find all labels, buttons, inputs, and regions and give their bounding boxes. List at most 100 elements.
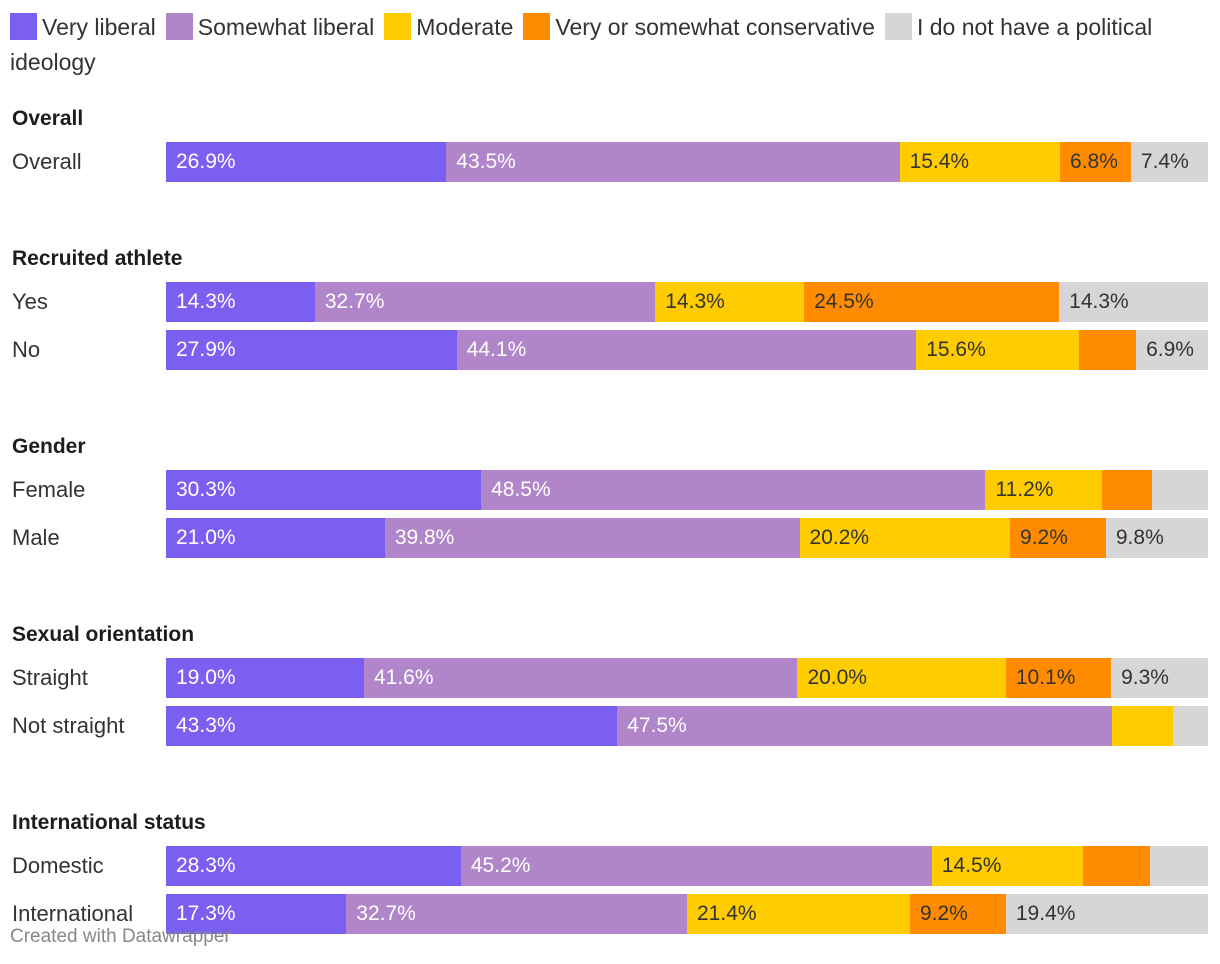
legend-label: Very or somewhat conservative bbox=[555, 14, 875, 40]
data-label: 9.8% bbox=[1115, 526, 1164, 549]
bar-segment bbox=[1082, 846, 1150, 886]
bar-segment bbox=[797, 658, 1006, 698]
bar-segment bbox=[314, 282, 656, 322]
data-label: 7.4% bbox=[1140, 150, 1189, 173]
stacked-bar: 17.3% 32.7% 21.4% 9.2% 19.4% bbox=[166, 894, 1208, 934]
data-label: 32.7% bbox=[324, 290, 385, 313]
data-label: 14.3% bbox=[665, 290, 725, 313]
bar-segment bbox=[166, 706, 618, 746]
bar-segment bbox=[985, 470, 1102, 510]
legend-swatch bbox=[10, 13, 37, 40]
data-label: 6.9% bbox=[1146, 338, 1194, 361]
bar-segment bbox=[363, 658, 798, 698]
group-title: Overall bbox=[12, 107, 84, 130]
bar-segment bbox=[916, 330, 1079, 370]
bar-segment bbox=[166, 470, 482, 510]
row-label: Straight bbox=[12, 665, 88, 690]
data-label: 43.5% bbox=[456, 150, 516, 173]
bar-segment bbox=[1172, 706, 1208, 746]
bar-segment bbox=[617, 706, 1113, 746]
data-label: 39.8% bbox=[394, 526, 455, 549]
data-label: 21.4% bbox=[697, 902, 757, 925]
legend-swatch bbox=[523, 13, 551, 40]
group-title: International status bbox=[12, 811, 206, 834]
bar-segment bbox=[1060, 142, 1131, 182]
row-label: Yes bbox=[12, 289, 48, 314]
row-label: Overall bbox=[12, 149, 82, 174]
stacked-bar: 14.3% 32.7% 14.3% 24.5% 14.3% bbox=[166, 282, 1208, 322]
data-label: 24.5% bbox=[814, 290, 874, 313]
legend-swatch bbox=[165, 13, 193, 40]
row-label: Domestic bbox=[12, 853, 104, 878]
data-label: 17.3% bbox=[176, 902, 236, 925]
legend-label: Moderate bbox=[416, 14, 514, 40]
bar-segment bbox=[1112, 706, 1173, 746]
data-label: 27.9% bbox=[176, 338, 236, 361]
bar-segment bbox=[909, 894, 1006, 934]
bar-segment bbox=[346, 894, 687, 934]
data-label: 45.2% bbox=[470, 854, 531, 877]
data-label: 9.3% bbox=[1121, 666, 1169, 689]
bar-segment bbox=[1005, 658, 1112, 698]
row-label: No bbox=[12, 337, 41, 362]
legend-item: I do not have a political ideology bbox=[10, 13, 1152, 75]
row-label: International bbox=[12, 901, 134, 926]
data-label: 28.3% bbox=[176, 854, 236, 877]
chart-legend: Very liberal Somewhat liberal Moderate Very… bbox=[10, 10, 1210, 80]
bar-segment bbox=[166, 330, 457, 370]
bar-segment bbox=[446, 142, 900, 182]
data-label: 14.3% bbox=[1069, 290, 1129, 313]
legend-item: Somewhat liberal bbox=[165, 13, 375, 40]
data-label: 15.6% bbox=[926, 338, 986, 361]
stacked-bar: 19.0% 41.6% 20.0% 10.1% 9.3% bbox=[166, 658, 1208, 698]
data-label: 14.5% bbox=[941, 854, 1002, 877]
legend-item: Moderate bbox=[384, 13, 514, 40]
bar-segment bbox=[804, 282, 1060, 322]
legend-item: Very liberal bbox=[10, 13, 156, 40]
data-label: 10.1% bbox=[1015, 666, 1076, 689]
data-label: 9.2% bbox=[919, 902, 968, 925]
bar-segment bbox=[166, 894, 347, 934]
data-label: 20.2% bbox=[809, 526, 870, 549]
data-label: 11.2% bbox=[995, 478, 1054, 501]
data-label: 15.4% bbox=[909, 150, 970, 173]
bar-segment bbox=[799, 518, 1010, 558]
legend-label: Very liberal bbox=[42, 14, 156, 40]
bar-segment bbox=[1059, 282, 1208, 322]
bar-segment bbox=[166, 142, 447, 182]
data-label: 20.0% bbox=[807, 666, 867, 689]
legend-swatch bbox=[384, 13, 412, 40]
data-label: 44.1% bbox=[466, 338, 527, 361]
row-label: Female bbox=[12, 477, 86, 502]
group-title: Sexual orientation bbox=[12, 623, 195, 646]
legend-label: Somewhat liberal bbox=[197, 14, 375, 40]
bar-segment bbox=[1136, 330, 1208, 370]
data-label: 26.9% bbox=[176, 150, 236, 173]
bar-segment bbox=[1111, 658, 1208, 698]
footer-credit: Created with Datawrapper bbox=[10, 926, 231, 947]
data-label: 6.8% bbox=[1070, 150, 1118, 173]
bar-segment bbox=[1130, 142, 1208, 182]
bar-segment bbox=[1005, 894, 1208, 934]
stacked-bar: 26.9% 43.5% 15.4% 6.8% 7.4% bbox=[166, 142, 1208, 182]
data-label: 19.4% bbox=[1015, 902, 1076, 925]
bar-segment bbox=[456, 330, 917, 370]
data-label: 47.5% bbox=[627, 714, 687, 737]
stacked-bar: 28.3% 45.2% 14.5% bbox=[166, 846, 1208, 886]
bar-segment bbox=[166, 658, 364, 698]
data-label: 32.7% bbox=[356, 902, 416, 925]
bar-segment bbox=[166, 282, 315, 322]
data-label: 21.0% bbox=[176, 526, 236, 549]
stacked-bar: 27.9% 44.1% 15.6% 6.9% bbox=[166, 330, 1208, 370]
data-label: 30.3% bbox=[176, 478, 236, 501]
legend-swatch bbox=[884, 13, 912, 40]
legend-item: Very or somewhat conservative bbox=[523, 13, 875, 40]
bar-segment bbox=[655, 282, 805, 322]
data-label: 14.3% bbox=[176, 290, 236, 313]
bar-segment bbox=[384, 518, 800, 558]
stacked-bar: 30.3% 48.5% 11.2% bbox=[166, 470, 1208, 510]
data-label: 48.5% bbox=[491, 478, 551, 501]
bar-segment bbox=[1151, 470, 1208, 510]
bar-segment bbox=[931, 846, 1083, 886]
stacked-bar: 43.3% 47.5% bbox=[166, 706, 1208, 746]
